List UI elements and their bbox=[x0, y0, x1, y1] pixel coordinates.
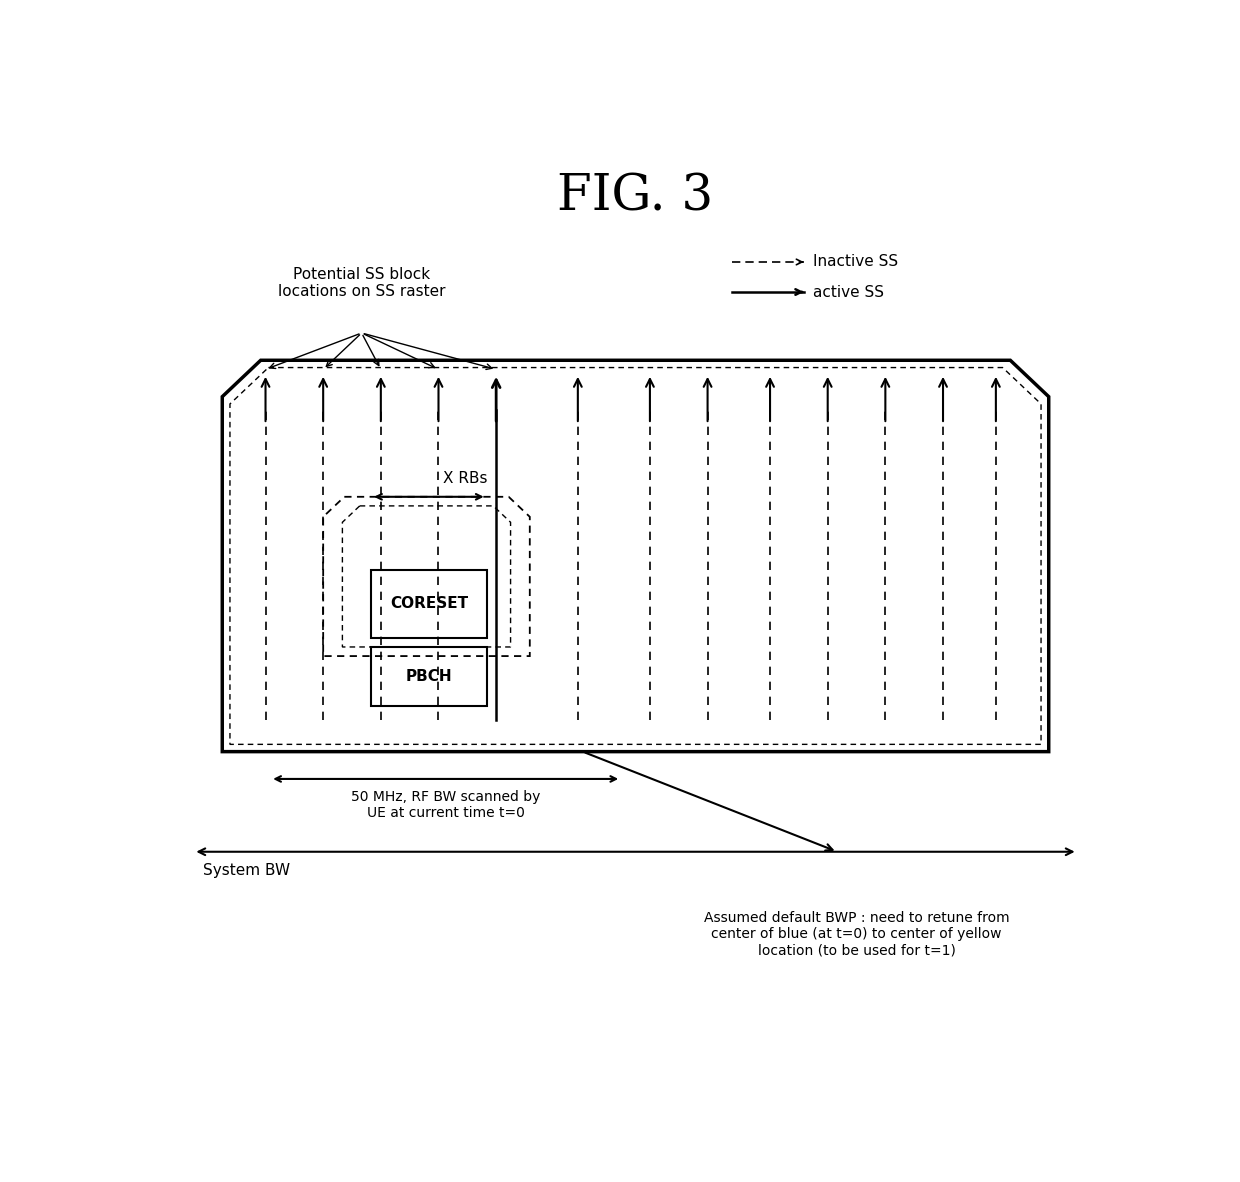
Text: CORESET: CORESET bbox=[389, 596, 467, 611]
Text: Potential SS block
locations on SS raster: Potential SS block locations on SS raste… bbox=[278, 267, 445, 299]
Text: X RBs: X RBs bbox=[444, 470, 487, 486]
Text: Inactive SS: Inactive SS bbox=[813, 254, 899, 269]
Bar bbox=[371, 570, 486, 638]
Text: 50 MHz, RF BW scanned by
UE at current time t=0: 50 MHz, RF BW scanned by UE at current t… bbox=[351, 790, 541, 820]
Text: PBCH: PBCH bbox=[405, 669, 453, 684]
Text: FIG. 3: FIG. 3 bbox=[557, 171, 714, 221]
Bar bbox=[371, 647, 486, 706]
Text: active SS: active SS bbox=[813, 285, 884, 299]
Text: Assumed default BWP : need to retune from
center of blue (at t=0) to center of y: Assumed default BWP : need to retune fro… bbox=[704, 911, 1009, 957]
Text: System BW: System BW bbox=[203, 863, 290, 878]
